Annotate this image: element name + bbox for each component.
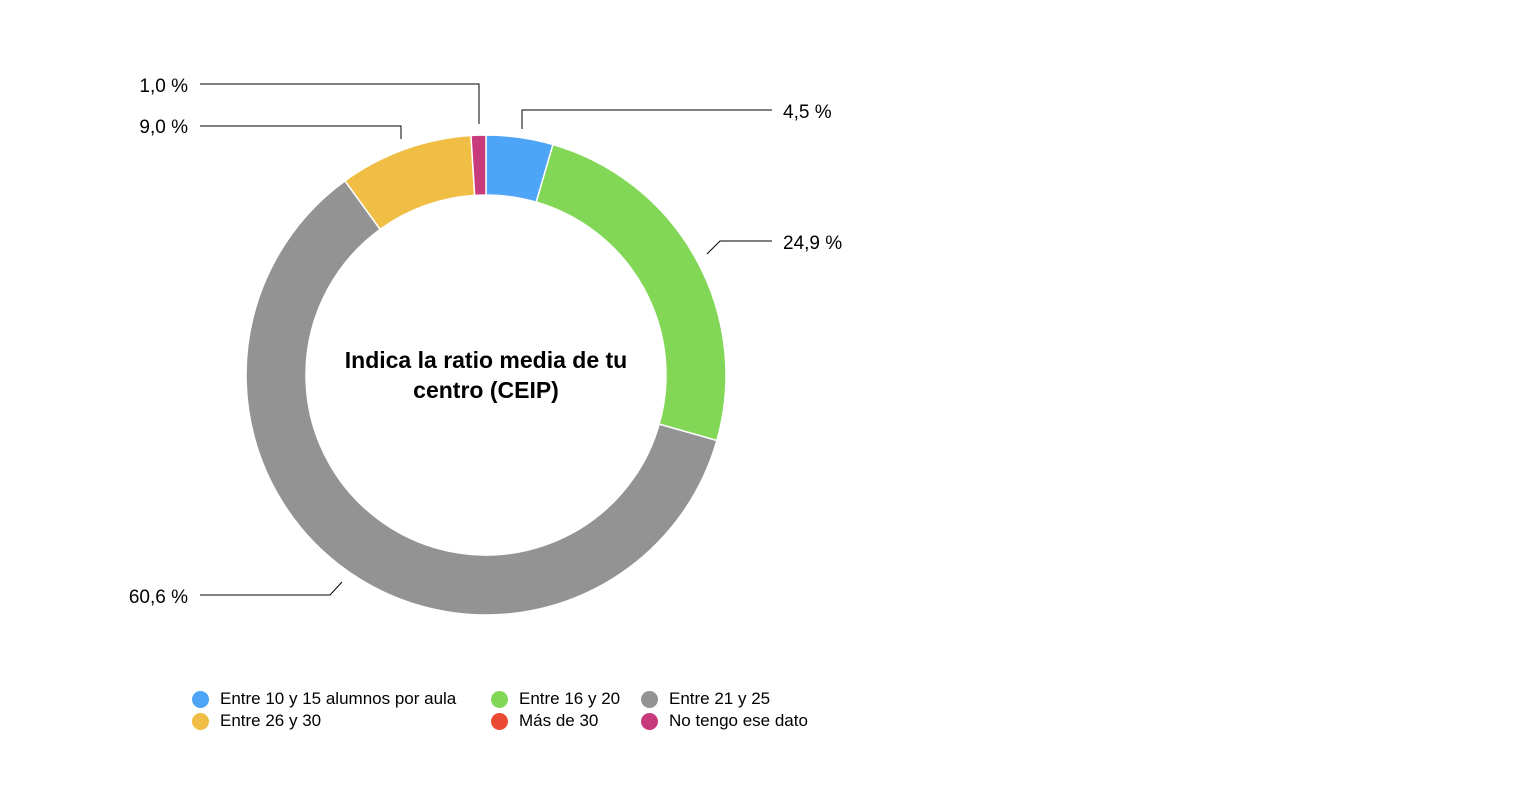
legend-swatch-green xyxy=(491,690,508,708)
slice-entre-21-y-25 xyxy=(245,179,718,616)
legend-item-entre-10-y-15: Entre 10 y 15 alumnos por aula xyxy=(192,689,491,709)
leader-line-entre-16-y-20 xyxy=(706,240,772,255)
slice-no-tengo-ese-dato xyxy=(470,134,487,197)
leader-line-entre-21-y-25 xyxy=(200,581,343,596)
leader-line-entre-26-y-30 xyxy=(200,125,402,139)
slice-label-entre-16-y-20: 24,9 % xyxy=(783,233,842,254)
legend-item-entre-21-y-25: Entre 21 y 25 xyxy=(641,689,841,709)
legend-label: No tengo ese dato xyxy=(669,711,808,730)
legend-swatch-magenta xyxy=(641,712,658,730)
leader-line-entre-10-y-15-alumnos-por-aula xyxy=(521,109,772,129)
legend-item-no-tengo-ese-dato: No tengo ese dato xyxy=(641,711,841,731)
chart-title: Indica la ratio media de tu centro (CEIP… xyxy=(306,345,666,405)
legend-label: Entre 21 y 25 xyxy=(669,689,771,708)
legend-label: Entre 10 y 15 alumnos por aula xyxy=(220,689,457,708)
slice-label-entre-26-y-30: 9,0 % xyxy=(139,117,188,138)
legend-label: Entre 16 y 20 xyxy=(519,689,621,708)
leader-lines xyxy=(200,83,772,596)
legend-swatch-gray xyxy=(641,690,658,708)
legend-label: Más de 30 xyxy=(519,711,599,730)
legend-item-mas-de-30: Más de 30 xyxy=(491,711,641,731)
legend-swatch-blue xyxy=(192,690,209,708)
chart-title-line-1: Indica la ratio media de tu xyxy=(344,347,628,373)
legend-item-entre-16-y-20: Entre 16 y 20 xyxy=(491,689,641,709)
chart-title-line-2: centro (CEIP) xyxy=(413,377,559,403)
slice-labels: 4,5 % 24,9 % 60,6 % 9,0 % 1,0 % xyxy=(129,76,842,608)
leader-line-no-tengo-ese-dato xyxy=(200,83,480,124)
legend-item-entre-26-y-30: Entre 26 y 30 xyxy=(192,711,491,731)
donut-slices xyxy=(245,134,727,616)
slice-label-no-tengo-ese-dato: 1,0 % xyxy=(139,76,188,97)
legend: Entre 10 y 15 alumnos por aula Entre 16 … xyxy=(192,688,841,732)
legend-label: Entre 26 y 30 xyxy=(220,711,322,730)
slice-label-entre-10-y-15-alumnos-por-aula: 4,5 % xyxy=(783,102,832,123)
legend-swatch-red xyxy=(491,712,508,730)
legend-swatch-yellow xyxy=(192,712,209,730)
slice-label-entre-21-y-25: 60,6 % xyxy=(129,587,188,608)
